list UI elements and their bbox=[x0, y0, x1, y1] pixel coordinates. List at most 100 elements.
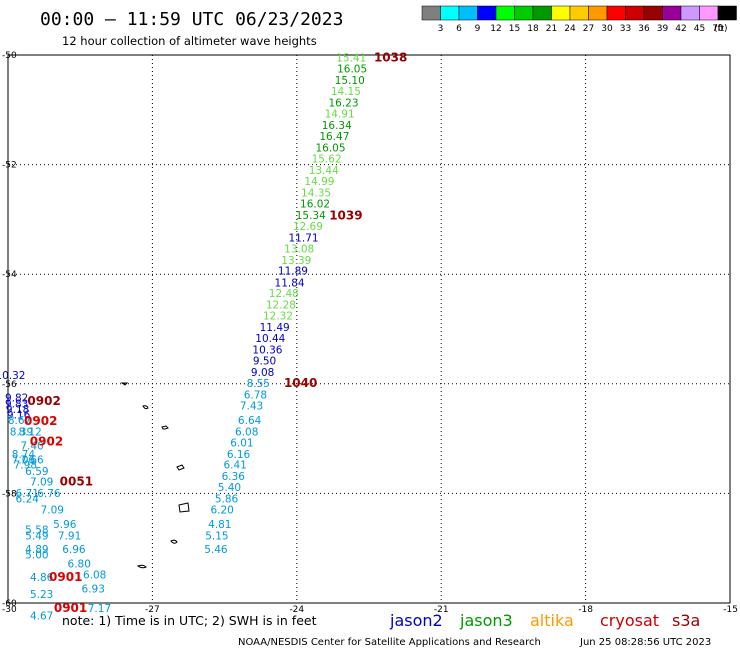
wave-height-value: 10.44 bbox=[255, 333, 285, 345]
wave-height-value: 14.35 bbox=[301, 187, 331, 199]
wave-height-value: 16.05 bbox=[315, 142, 345, 154]
wave-height-value: 5.23 bbox=[30, 589, 53, 601]
y-tick-labels: -50 -52 -54 -56 -58 -60 bbox=[2, 51, 17, 609]
wave-height-value: 14.91 bbox=[325, 108, 355, 120]
wave-height-value: 8.74 bbox=[12, 449, 36, 461]
colorbar: 3 6 9 12 15 18 21 24 27 30 33 36 39 42 45 70 bbox=[421, 5, 737, 34]
wave-height-value: 11.84 bbox=[275, 277, 305, 289]
colorbar-swatch bbox=[643, 5, 663, 21]
wave-height-value: 9.08 bbox=[251, 367, 274, 379]
wave-height-value: 8.67 bbox=[8, 415, 31, 427]
island-outline bbox=[161, 425, 169, 430]
footer-timestamp: Jun 25 08:28:56 UTC 2023 bbox=[579, 637, 711, 648]
island-outline bbox=[142, 405, 149, 410]
colorbar-label: 39 bbox=[657, 24, 669, 34]
x-tick-label: -21 bbox=[434, 605, 449, 615]
colorbar-label: 6 bbox=[456, 24, 462, 34]
data-points: 15.4116.0515.1014.1516.2314.9116.3416.47… bbox=[0, 53, 367, 623]
wave-height-value: 9.18 bbox=[6, 404, 29, 416]
wave-height-value: 6.20 bbox=[210, 505, 233, 517]
wave-height-value: 9.50 bbox=[253, 356, 276, 368]
colorbar-label: 15 bbox=[509, 24, 520, 34]
pass-time-label: 0051 bbox=[60, 475, 93, 489]
wave-height-value: 7.09 bbox=[41, 505, 64, 517]
x-tick-labels: -30 -27 -24 -21 -18 -15 bbox=[2, 605, 738, 615]
wave-height-value: 13.44 bbox=[309, 165, 339, 177]
wave-height-value: 11.89 bbox=[278, 266, 308, 278]
colorbar-swatch bbox=[440, 5, 460, 21]
colorbar-swatch bbox=[717, 5, 737, 21]
wave-height-value: 8.55 bbox=[247, 378, 270, 390]
colorbar-label: 36 bbox=[638, 24, 650, 34]
plot-frame bbox=[7, 54, 731, 604]
note-text: note: 1) Time is in UTC; 2) SWH is in fe… bbox=[62, 613, 317, 628]
wave-height-value: 4.86 bbox=[30, 572, 54, 584]
satellite-legend: jason2 jason3 altika cryosat s3a bbox=[389, 611, 700, 630]
colorbar-label: 42 bbox=[675, 24, 686, 34]
wave-height-value: 6.64 bbox=[238, 415, 262, 427]
colorbar-swatch bbox=[569, 5, 589, 21]
wave-height-value: 7.98 bbox=[14, 460, 37, 472]
wave-height-value: 6.80 bbox=[68, 558, 91, 570]
wave-height-value: 16.05 bbox=[337, 64, 367, 76]
wave-height-value: 16.34 bbox=[322, 120, 352, 132]
colorbar-swatch bbox=[588, 5, 608, 21]
colorbar-swatch bbox=[625, 5, 645, 21]
colorbar-swatch bbox=[551, 5, 571, 21]
chart-subtitle: 12 hour collection of altimeter wave hei… bbox=[62, 34, 317, 48]
wave-height-value: 6.01 bbox=[230, 437, 253, 449]
y-tick-label: -56 bbox=[2, 380, 17, 390]
wave-height-value: 6.36 bbox=[222, 471, 246, 483]
colorbar-label: 3 bbox=[438, 24, 444, 34]
wave-height-value: 7.40 bbox=[20, 441, 43, 453]
wave-height-value: 6.08 bbox=[235, 426, 258, 438]
y-tick-label: -52 bbox=[2, 161, 17, 171]
colorbar-label: 18 bbox=[527, 24, 539, 34]
wave-height-value: 12.48 bbox=[269, 288, 299, 300]
wave-height-value: 12.28 bbox=[266, 300, 296, 312]
wave-height-value: 14.99 bbox=[304, 176, 334, 188]
island-outline bbox=[178, 502, 190, 513]
wave-height-value: 6.16 bbox=[227, 449, 251, 461]
wave-height-value: 15.41 bbox=[336, 53, 366, 65]
wave-height-value: 6.08 bbox=[83, 569, 106, 581]
wave-height-value: 9.16 bbox=[7, 409, 31, 421]
wave-height-value: 10.36 bbox=[252, 345, 282, 357]
wave-height-value: 7.06 bbox=[12, 454, 36, 466]
wave-height-value: 5.15 bbox=[205, 530, 228, 542]
colorbar-swatch bbox=[606, 5, 626, 21]
island-outlines bbox=[120, 382, 190, 569]
pass-time-label: 0902 bbox=[27, 394, 60, 408]
pass-time-labels: 1038 1039 1040 0902 0902 0902 0051 0901 0901 bbox=[24, 51, 407, 615]
wave-height-value: 8.39 bbox=[10, 426, 33, 438]
wave-height-value: 5.49 bbox=[25, 530, 48, 542]
y-tick-label: -50 bbox=[2, 51, 17, 61]
wave-height-value: 4.89 bbox=[25, 544, 48, 556]
wave-height-value: 6.71 bbox=[16, 488, 39, 500]
legend-entry-altika: altika bbox=[530, 611, 574, 630]
colorbar-swatch bbox=[477, 5, 497, 21]
wave-height-value: 7.66 bbox=[20, 454, 44, 466]
colorbar-swatch bbox=[532, 5, 552, 21]
colorbar-swatch bbox=[421, 5, 441, 21]
plot-border bbox=[7, 54, 731, 604]
pass-time-label: 0902 bbox=[30, 435, 63, 449]
colorbar-swatch bbox=[662, 5, 682, 21]
wave-height-value: 5.96 bbox=[53, 519, 77, 531]
x-tick-label: -30 bbox=[2, 605, 17, 615]
x-tick-label: -24 bbox=[289, 605, 304, 615]
pass-time-label: 1038 bbox=[374, 51, 407, 65]
wave-height-value: 15.10 bbox=[335, 75, 365, 87]
wave-height-value: 9.83 bbox=[5, 398, 28, 410]
wave-height-value: 12.32 bbox=[263, 311, 293, 323]
wave-height-value: 13.39 bbox=[281, 255, 311, 267]
legend-entry-jason3: jason3 bbox=[459, 611, 513, 630]
wave-height-value: 10.32 bbox=[0, 370, 25, 382]
wave-height-value: 7.91 bbox=[58, 530, 81, 542]
wave-height-value: 7.43 bbox=[240, 401, 263, 413]
wave-height-value: 6.93 bbox=[82, 584, 105, 596]
wave-height-value: 13.08 bbox=[284, 243, 314, 255]
legend-entry-s3a: s3a bbox=[672, 611, 700, 630]
colorbar-label: 70 bbox=[712, 24, 724, 34]
